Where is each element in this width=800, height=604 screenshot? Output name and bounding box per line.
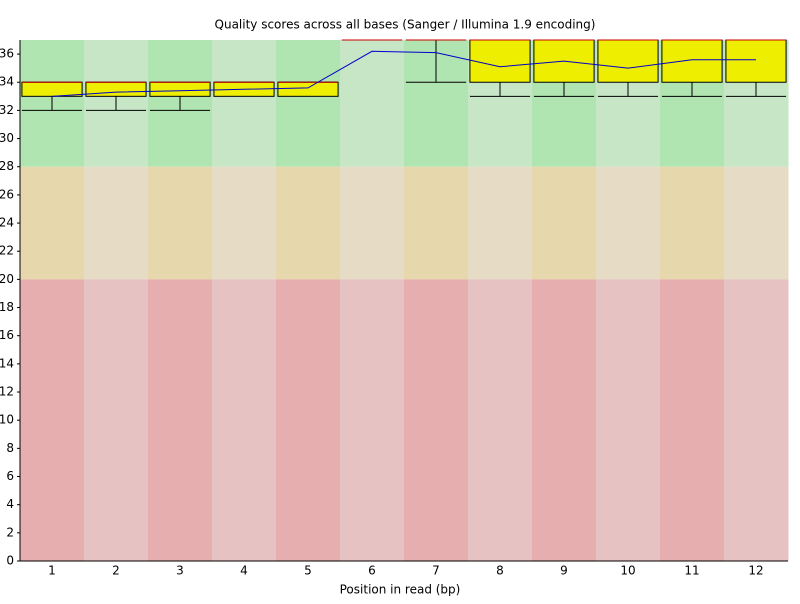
y-tick-label: 32 (0, 103, 14, 117)
quality-band (468, 279, 533, 561)
x-axis-label: Position in read (bp) (340, 583, 461, 597)
quality-band (148, 166, 213, 280)
x-tick-label: 8 (496, 564, 504, 578)
y-tick-label: 0 (6, 554, 14, 568)
quality-band (596, 279, 661, 561)
quality-band (276, 40, 341, 167)
quality-band (532, 279, 597, 561)
box (661, 39, 723, 83)
x-tick-label: 7 (432, 564, 440, 578)
y-tick-label: 14 (0, 356, 14, 370)
quality-band (660, 279, 725, 561)
quality-band (212, 166, 277, 280)
quality-band (276, 279, 341, 561)
quality-band (20, 279, 85, 561)
x-tick-label: 4 (240, 564, 248, 578)
quality-band (340, 279, 405, 561)
x-tick-label: 10 (620, 564, 635, 578)
mean-line (51, 50, 756, 97)
y-tick-label: 6 (6, 469, 14, 483)
quality-band (84, 166, 149, 280)
quality-band (20, 166, 85, 280)
quality-band (148, 279, 213, 561)
y-tick-label: 8 (6, 441, 14, 455)
box (21, 81, 83, 97)
y-tick-label: 24 (0, 216, 14, 230)
y-tick-label: 28 (0, 159, 14, 173)
x-tick-label: 12 (748, 564, 763, 578)
quality-band (660, 166, 725, 280)
x-tick-label: 3 (176, 564, 184, 578)
x-tick-label: 2 (112, 564, 120, 578)
quality-band (212, 40, 277, 167)
quality-band (340, 166, 405, 280)
quality-band (404, 279, 469, 561)
y-tick-label: 20 (0, 272, 14, 286)
x-tick-label: 11 (684, 564, 699, 578)
quality-band (340, 40, 405, 167)
x-tick-label: 5 (304, 564, 312, 578)
y-tick-label: 26 (0, 187, 14, 201)
quality-band (212, 279, 277, 561)
quality-band (596, 166, 661, 280)
quality-band (84, 279, 149, 561)
quality-band (404, 166, 469, 280)
quality-band (276, 166, 341, 280)
y-tick-label: 34 (0, 75, 14, 89)
y-tick-label: 10 (0, 413, 14, 427)
box (85, 81, 147, 97)
quality-band (724, 279, 789, 561)
y-tick-label: 18 (0, 300, 14, 314)
box (469, 39, 531, 83)
y-tick-label: 22 (0, 244, 14, 258)
x-tick-label: 6 (368, 564, 376, 578)
x-tick-label: 9 (560, 564, 568, 578)
y-tick-label: 36 (0, 47, 14, 61)
box (149, 81, 211, 97)
box (277, 81, 339, 97)
y-tick-label: 2 (6, 525, 14, 539)
x-tick-label: 1 (48, 564, 56, 578)
quality-band (532, 166, 597, 280)
chart-title: Quality scores across all bases (Sanger … (215, 18, 596, 32)
box (597, 39, 659, 83)
y-tick-label: 12 (0, 385, 14, 399)
box (725, 39, 787, 83)
y-tick-label: 30 (0, 131, 14, 145)
y-tick-label: 16 (0, 328, 14, 342)
y-tick-label: 4 (6, 497, 14, 511)
quality-band (468, 166, 533, 280)
quality-band (724, 166, 789, 280)
